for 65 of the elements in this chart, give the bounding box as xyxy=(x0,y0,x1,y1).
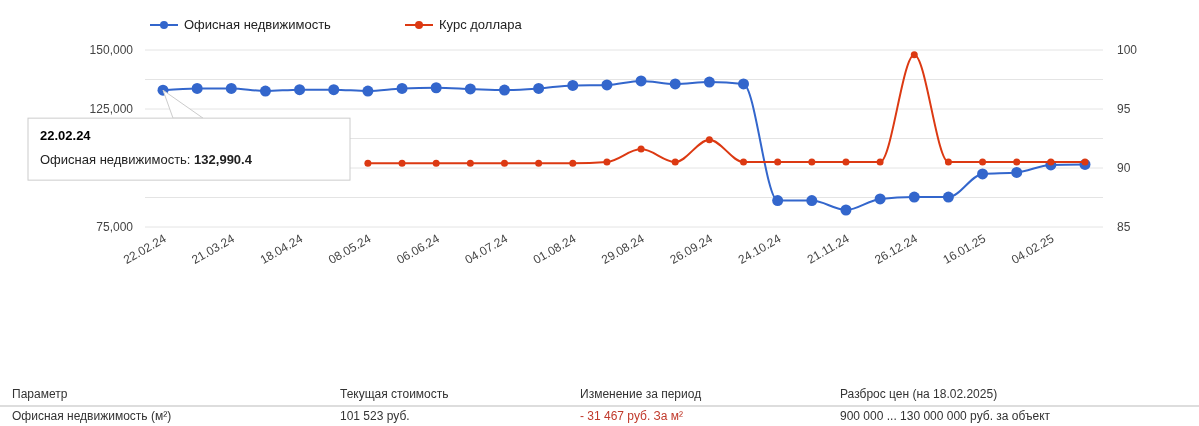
point xyxy=(1013,158,1021,166)
text: Офисная недвижимость (м²) xyxy=(12,409,172,423)
point xyxy=(498,84,510,96)
point xyxy=(328,84,340,96)
point xyxy=(774,158,782,166)
annotation: 22.02.24 Офисная недвижимость: 132,990.4 xyxy=(40,128,253,168)
point xyxy=(910,51,918,59)
point xyxy=(703,76,715,88)
point xyxy=(466,159,474,167)
point xyxy=(705,136,713,144)
text: - 31 467 руб. За м² xyxy=(580,409,684,423)
point xyxy=(432,159,440,167)
point xyxy=(567,79,579,91)
point xyxy=(569,159,577,167)
point xyxy=(908,191,920,203)
point xyxy=(362,85,374,97)
point xyxy=(259,85,271,97)
text: Текущая стоимость xyxy=(340,387,449,401)
point xyxy=(1047,158,1055,166)
point xyxy=(398,159,406,167)
point xyxy=(396,82,408,94)
point xyxy=(669,78,681,90)
point xyxy=(603,158,611,166)
legend-label: Курс доллара xyxy=(439,17,523,32)
point xyxy=(740,158,748,166)
point xyxy=(500,159,508,167)
y-tick-label: 75,000 xyxy=(96,220,134,234)
point xyxy=(840,204,852,216)
text: Разброс цен (на 18.02.2025) xyxy=(840,387,998,401)
y2-tick-label: 95 xyxy=(1117,102,1131,116)
point xyxy=(977,168,989,180)
point xyxy=(294,84,306,96)
point xyxy=(533,82,545,94)
point xyxy=(464,83,476,95)
point xyxy=(874,193,886,205)
text: 900 000 ... 130 000 000 руб. за объект xyxy=(840,409,1051,423)
point xyxy=(806,195,818,207)
y-tick-label: 150,000 xyxy=(89,43,134,57)
point xyxy=(944,158,952,166)
point xyxy=(842,158,850,166)
point xyxy=(364,159,372,167)
point xyxy=(979,158,987,166)
text: Параметр xyxy=(12,387,68,401)
point xyxy=(1081,158,1089,166)
y-tick-label: 125,000 xyxy=(89,102,134,116)
point xyxy=(191,82,203,94)
text: 101 523 руб. xyxy=(340,409,410,423)
text: Изменение за период xyxy=(580,387,702,401)
legend-label: Офисная недвижимость xyxy=(184,17,332,32)
point xyxy=(635,75,647,87)
y2-tick-label: 100 xyxy=(1117,43,1138,57)
point xyxy=(738,78,750,90)
point xyxy=(1011,166,1023,178)
point xyxy=(808,158,816,166)
point xyxy=(430,82,442,94)
point xyxy=(772,195,784,207)
point xyxy=(671,158,679,166)
point xyxy=(601,79,613,91)
point xyxy=(225,82,237,94)
point xyxy=(876,158,884,166)
point xyxy=(535,159,543,167)
point xyxy=(942,191,954,203)
y2-tick-label: 85 xyxy=(1117,220,1131,234)
point xyxy=(637,145,645,153)
y2-tick-label: 90 xyxy=(1117,161,1131,175)
